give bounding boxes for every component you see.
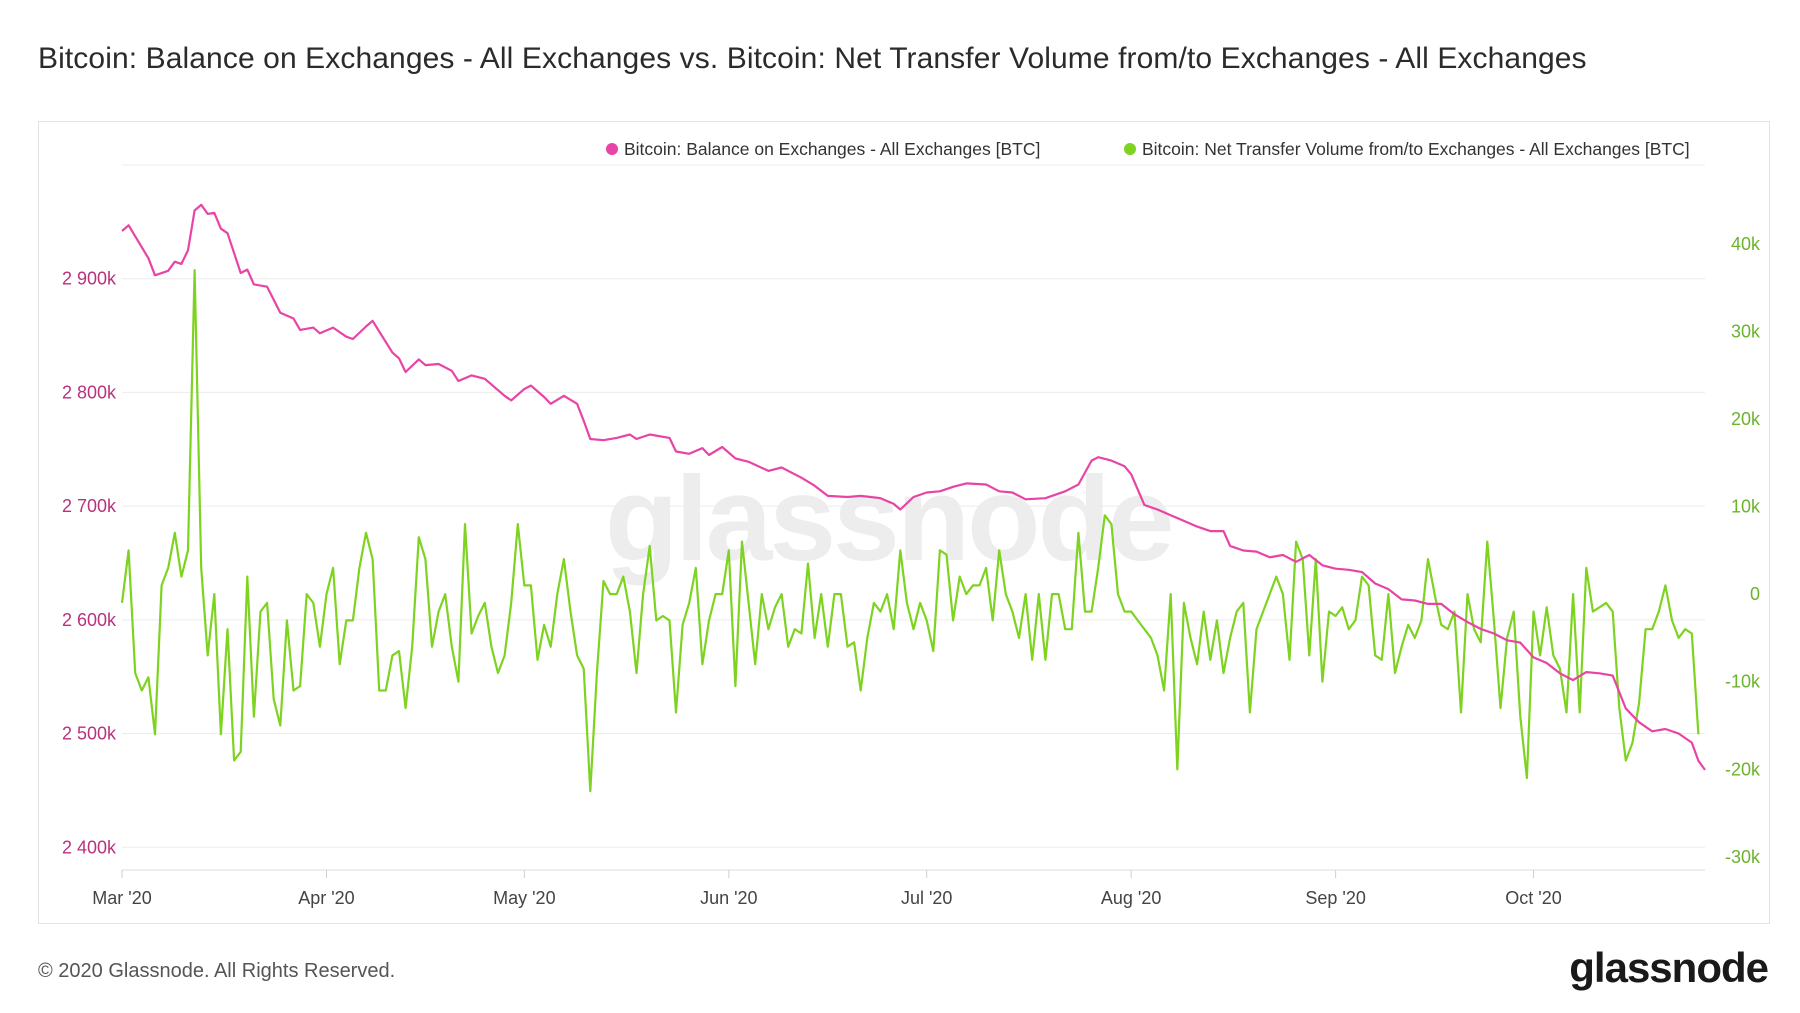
right-tick-label: 10k xyxy=(1731,497,1761,517)
series-line-netflow xyxy=(120,269,1700,793)
right-tick-label: 40k xyxy=(1731,234,1761,254)
left-tick-label: 2 800k xyxy=(62,382,117,402)
x-tick-label: Aug '20 xyxy=(1101,888,1162,908)
x-tick-label: May '20 xyxy=(493,888,555,908)
gridlines xyxy=(122,164,1705,848)
x-tick-label: Jun '20 xyxy=(700,888,757,908)
x-axis: Mar '20 Apr '20 May '20 Jun '20 Jul '20 Aug '… xyxy=(92,869,1705,908)
left-tick-label: 2 400k xyxy=(62,837,117,857)
x-tick-label: Mar '20 xyxy=(92,888,151,908)
x-tick-label: Sep '20 xyxy=(1305,888,1366,908)
left-tick-label: 2 900k xyxy=(62,269,117,289)
x-tick-label: Jul '20 xyxy=(901,888,952,908)
right-tick-label: 0 xyxy=(1750,584,1760,604)
legend-item-netflow[interactable]: Bitcoin: Net Transfer Volume from/to Exc… xyxy=(1142,139,1690,159)
x-tick-label: Oct '20 xyxy=(1505,888,1561,908)
glassnode-logo[interactable]: glassnode xyxy=(1569,944,1769,991)
x-tick-label: Apr '20 xyxy=(298,888,354,908)
right-tick-label: 20k xyxy=(1731,409,1761,429)
right-tick-label: -10k xyxy=(1725,672,1761,692)
right-tick-label: -30k xyxy=(1725,847,1761,867)
legend-marker-netflow xyxy=(1124,143,1136,155)
chart-frame xyxy=(38,121,1770,924)
right-tick-label: -20k xyxy=(1725,759,1761,779)
chart-legend[interactable]: Bitcoin: Balance on Exchanges - All Exch… xyxy=(606,139,1690,159)
right-tick-label: 30k xyxy=(1731,321,1761,341)
left-tick-label: 2 500k xyxy=(62,724,117,744)
copyright-footer: © 2020 Glassnode. All Rights Reserved. xyxy=(38,960,396,982)
legend-marker-balance xyxy=(606,143,618,155)
right-axis: -30k -20k -10k 0 10k 20k 30k 40k xyxy=(1725,234,1761,867)
series-line-balance xyxy=(121,203,1706,771)
left-tick-label: 2 700k xyxy=(62,496,117,516)
legend-item-balance[interactable]: Bitcoin: Balance on Exchanges - All Exch… xyxy=(624,139,1040,159)
chart-title: Bitcoin: Balance on Exchanges - All Exch… xyxy=(38,42,1587,75)
watermark: glassnode xyxy=(605,452,1172,586)
left-axis: 2 400k 2 500k 2 600k 2 700k 2 800k 2 900k xyxy=(62,269,117,858)
left-tick-label: 2 600k xyxy=(62,610,117,630)
